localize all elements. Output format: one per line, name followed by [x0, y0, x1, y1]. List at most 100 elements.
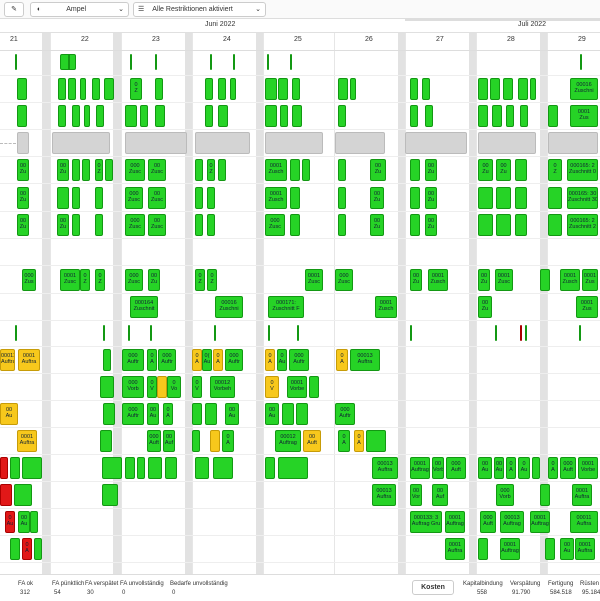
schedule-block[interactable]: 0001 Auftrag: [530, 511, 550, 533]
schedule-block[interactable]: [72, 159, 80, 181]
schedule-block[interactable]: 0001 Zusc: [495, 269, 513, 291]
schedule-block[interactable]: 00013 Auftra: [372, 484, 396, 506]
schedule-block[interactable]: [290, 187, 300, 209]
schedule-block[interactable]: [68, 54, 70, 70]
schedule-block[interactable]: 00 Zu: [425, 159, 437, 181]
schedule-block[interactable]: 00 Au: [478, 457, 492, 479]
schedule-block[interactable]: [268, 325, 270, 341]
schedule-block[interactable]: [137, 457, 145, 479]
schedule-block[interactable]: 000 Vorb: [122, 376, 144, 398]
schedule-block[interactable]: 0001 Auftrag: [500, 538, 520, 560]
schedule-block[interactable]: [280, 105, 288, 127]
schedule-block[interactable]: [150, 325, 152, 341]
schedule-block[interactable]: 0 Au: [518, 457, 530, 479]
schedule-block[interactable]: [205, 403, 217, 425]
schedule-block[interactable]: [297, 325, 299, 341]
schedule-block[interactable]: [233, 54, 235, 70]
schedule-block[interactable]: 00011 Auftra: [570, 511, 598, 533]
schedule-block[interactable]: [205, 105, 213, 127]
schedule-block[interactable]: [292, 78, 300, 100]
schedule-block[interactable]: 00 Zu: [478, 269, 490, 291]
schedule-block[interactable]: 000165: 2 Zuschnitt 2: [567, 214, 598, 236]
schedule-block[interactable]: 000 Zus: [22, 269, 36, 291]
schedule-block[interactable]: 0001 Auftra: [445, 538, 465, 560]
schedule-block[interactable]: [192, 403, 202, 425]
schedule-block[interactable]: 0001 Auftra: [18, 349, 40, 371]
schedule-block[interactable]: [210, 54, 212, 70]
schedule-block[interactable]: [265, 78, 277, 100]
schedule-block[interactable]: [292, 105, 302, 127]
schedule-block[interactable]: [15, 54, 17, 70]
schedule-block[interactable]: 0001 Zusch: [265, 187, 287, 209]
schedule-block[interactable]: [503, 78, 513, 100]
schedule-block[interactable]: 0001 Vorbe: [287, 376, 307, 398]
schedule-block[interactable]: [218, 78, 226, 100]
schedule-block[interactable]: [105, 159, 113, 181]
schedule-block[interactable]: [17, 78, 27, 100]
schedule-block[interactable]: 000 Zusc: [335, 269, 353, 291]
schedule-block[interactable]: [282, 403, 294, 425]
schedule-block[interactable]: 00 Zu: [148, 269, 160, 291]
schedule-block[interactable]: [0, 457, 8, 479]
schedule-block[interactable]: 0001 Zusc: [60, 269, 80, 291]
schedule-block[interactable]: 00 Zu: [17, 187, 29, 209]
schedule-block[interactable]: 0 Vo: [167, 376, 181, 398]
schedule-block[interactable]: 00013 Auftra: [350, 349, 380, 371]
costs-button[interactable]: Kosten: [412, 580, 454, 595]
schedule-block[interactable]: 000 Auftr: [158, 349, 176, 371]
schedule-block[interactable]: [72, 214, 80, 236]
schedule-block[interactable]: [478, 78, 488, 100]
schedule-block[interactable]: 00 Au: [147, 403, 159, 425]
schedule-block[interactable]: [548, 187, 562, 209]
schedule-block[interactable]: 0001 Auftra: [17, 430, 37, 452]
schedule-block[interactable]: [520, 105, 528, 127]
schedule-block[interactable]: [338, 78, 348, 100]
schedule-block[interactable]: 000 Auftr: [122, 349, 144, 371]
schedule-block[interactable]: 00 Zu: [57, 159, 69, 181]
schedule-block[interactable]: [102, 457, 122, 479]
schedule-block[interactable]: [548, 132, 598, 154]
schedule-block[interactable]: [410, 214, 420, 236]
schedule-block[interactable]: [195, 132, 250, 154]
schedule-block[interactable]: [478, 214, 493, 236]
schedule-block[interactable]: [350, 78, 356, 100]
schedule-block[interactable]: [496, 187, 511, 209]
schedule-block[interactable]: [157, 376, 167, 398]
schedule-block[interactable]: [195, 187, 203, 209]
schedule-block[interactable]: 00 Auf: [432, 484, 448, 506]
schedule-block[interactable]: 00 Zu: [478, 296, 492, 318]
schedule-block[interactable]: [492, 105, 502, 127]
schedule-block[interactable]: [125, 457, 135, 479]
schedule-block[interactable]: [72, 187, 80, 209]
schedule-block[interactable]: 00 Zu: [370, 187, 384, 209]
schedule-block[interactable]: 00 Vorb: [432, 457, 444, 479]
schedule-block[interactable]: [495, 325, 497, 341]
schedule-block[interactable]: [335, 132, 385, 154]
schedule-block[interactable]: [338, 105, 346, 127]
schedule-block[interactable]: 000164 Zuschnit: [130, 296, 158, 318]
schedule-block[interactable]: 00 Au: [265, 403, 279, 425]
schedule-block[interactable]: 000 Vorb: [496, 484, 514, 506]
schedule-block[interactable]: 000 Auft: [560, 457, 576, 479]
schedule-block[interactable]: [478, 132, 536, 154]
schedule-block[interactable]: [410, 105, 418, 127]
schedule-block[interactable]: 00012 Auftrag: [275, 430, 301, 452]
schedule-block[interactable]: 00 Au: [225, 403, 239, 425]
schedule-block[interactable]: [72, 105, 80, 127]
schedule-block[interactable]: 000 Auft: [480, 511, 496, 533]
filter-dropdown[interactable]: ☰ Alle Restriktionen aktiviert ⌄: [133, 2, 266, 17]
schedule-block[interactable]: 000 Auftr: [122, 403, 144, 425]
schedule-block[interactable]: [506, 105, 514, 127]
schedule-block[interactable]: [478, 187, 493, 209]
schedule-block[interactable]: 00 Auf: [163, 430, 175, 452]
schedule-block[interactable]: [22, 457, 42, 479]
schedule-block[interactable]: 0001 Zusch: [375, 296, 397, 318]
schedule-block[interactable]: [515, 159, 527, 181]
schedule-block[interactable]: [95, 187, 103, 209]
schedule-block[interactable]: 00 Auft: [303, 430, 321, 452]
